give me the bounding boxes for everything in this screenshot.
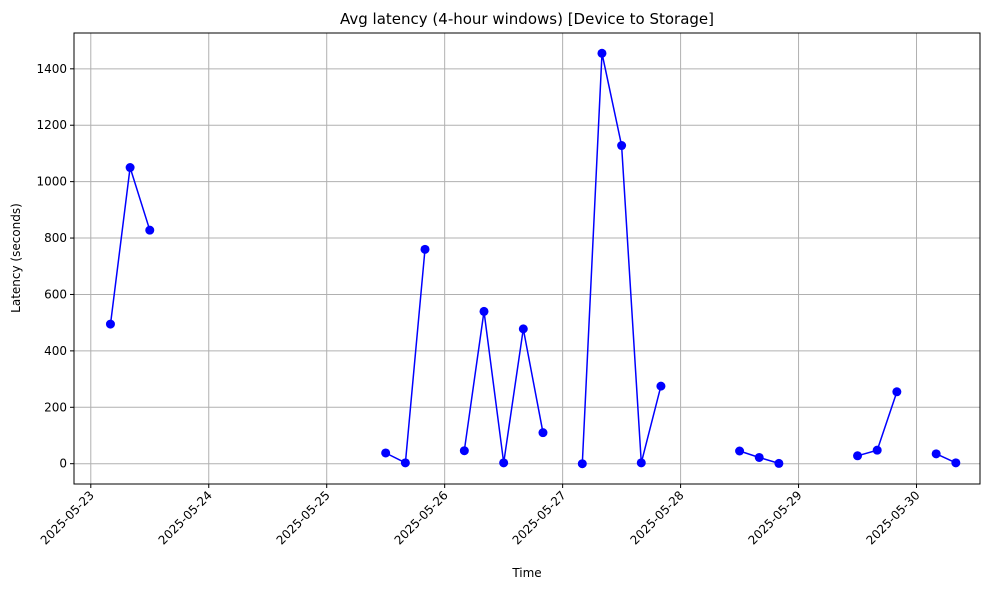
x-tick-label: 2025-05-28 <box>627 488 686 547</box>
y-tick-label: 1400 <box>36 62 67 76</box>
data-point <box>754 452 764 462</box>
series-line-segment <box>109 167 151 325</box>
series-line-segment <box>581 53 662 464</box>
y-tick-label: 1200 <box>36 118 67 132</box>
data-point <box>872 445 882 455</box>
data-point <box>774 458 784 468</box>
y-tick-label: 200 <box>44 400 67 414</box>
x-tick-label: 2025-05-26 <box>392 488 451 547</box>
x-axis-label: Time <box>511 566 541 580</box>
data-point <box>951 458 961 468</box>
data-point <box>459 446 469 456</box>
series-latency <box>105 48 961 469</box>
x-tick-label: 2025-05-23 <box>38 488 97 547</box>
y-tick-label: 400 <box>44 344 67 358</box>
data-point <box>538 428 548 438</box>
y-tick-label: 800 <box>44 231 67 245</box>
plot-frame <box>73 32 981 485</box>
y-tick-label: 1000 <box>36 175 67 189</box>
chart-title: Avg latency (4-hour windows) [Device to … <box>340 10 714 28</box>
series-line-segment <box>463 311 544 463</box>
y-axis-label: Latency (seconds) <box>9 203 23 313</box>
data-point <box>145 225 155 235</box>
y-axis: 0 200 400 600 800 1000 1200 1400 <box>36 62 74 471</box>
data-point <box>479 306 489 316</box>
data-point <box>853 451 863 461</box>
series-line-segment <box>385 249 426 464</box>
data-point <box>735 446 745 456</box>
data-point <box>381 448 391 458</box>
data-point <box>636 458 646 468</box>
data-point <box>892 387 902 397</box>
data-point <box>617 141 627 151</box>
y-tick-label: 0 <box>59 457 67 471</box>
data-point <box>125 163 135 173</box>
data-point <box>499 458 509 468</box>
data-point <box>400 458 410 468</box>
x-tick-label: 2025-05-24 <box>156 488 215 547</box>
x-axis: 2025-05-23 2025-05-24 2025-05-25 2025-05-26… <box>38 484 923 547</box>
data-point <box>597 48 607 58</box>
x-tick-label: 2025-05-29 <box>745 488 804 547</box>
y-tick-label: 600 <box>44 287 67 301</box>
grid <box>74 33 980 484</box>
data-point <box>931 449 941 459</box>
data-point <box>656 381 666 391</box>
data-point <box>420 244 430 254</box>
x-tick-label: 2025-05-25 <box>274 488 333 547</box>
data-point <box>577 459 587 469</box>
data-point <box>105 319 115 329</box>
data-point <box>518 324 528 334</box>
x-tick-label: 2025-05-27 <box>510 488 569 547</box>
x-tick-label: 2025-05-30 <box>863 488 922 547</box>
